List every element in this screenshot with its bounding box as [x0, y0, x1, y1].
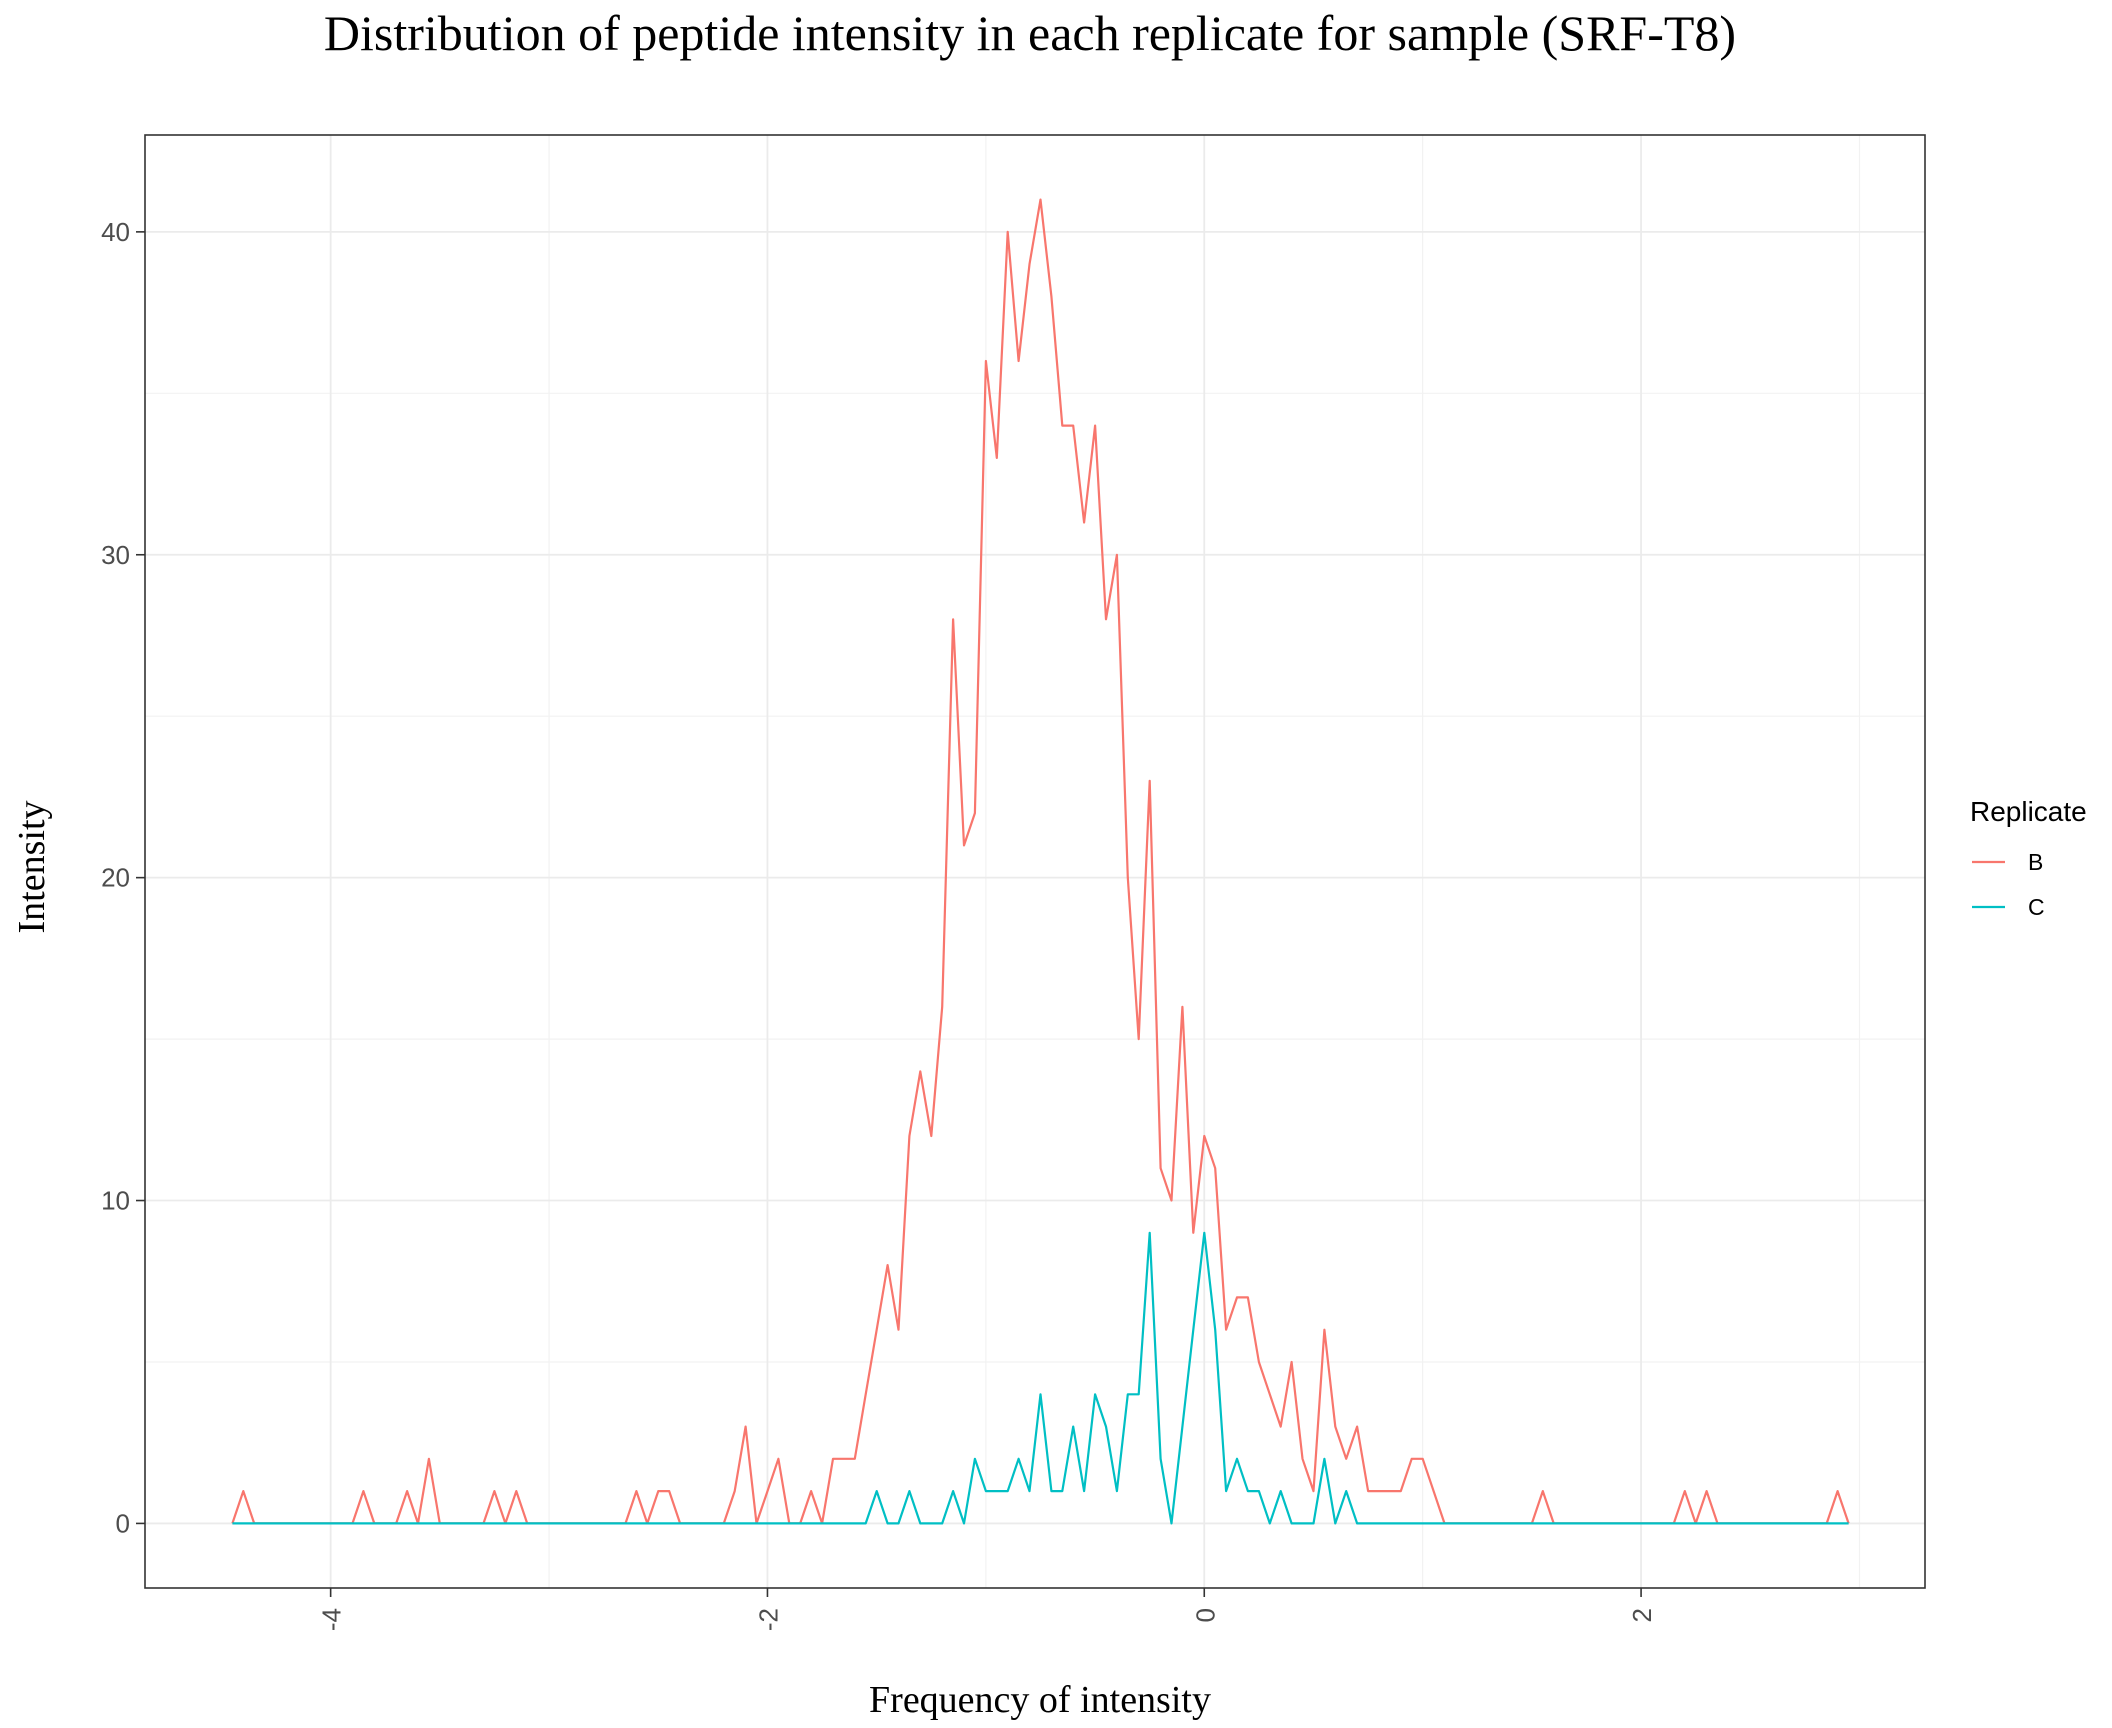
x-tick-label: -2	[753, 1608, 783, 1631]
plot-panel	[144, 134, 1926, 1589]
x-axis-title: Frequency of intensity	[869, 1679, 1211, 1721]
y-tick-label: 40	[101, 217, 130, 247]
series-lines	[231, 198, 1850, 1525]
y-tick-label: 30	[101, 540, 130, 570]
y-axis: 0 10 20 30 40	[101, 217, 145, 1538]
plot-border	[144, 134, 1926, 1589]
y-axis-title: Intensity	[11, 801, 53, 934]
x-tick-label: 0	[1190, 1608, 1220, 1622]
y-tick-label: 0	[116, 1508, 130, 1538]
y-tick-label: 20	[101, 863, 130, 893]
legend: Replicate BC	[1970, 796, 2087, 920]
legend-title: Replicate	[1970, 796, 2087, 827]
plot-background	[145, 135, 1925, 1588]
legend-label-b: B	[2028, 849, 2043, 875]
chart-title: Distribution of peptide intensity in eac…	[324, 5, 1736, 61]
x-tick-label: 2	[1627, 1608, 1657, 1622]
legend-items: BC	[1972, 849, 2045, 920]
series-line-c	[232, 1231, 1849, 1525]
x-axis: -4 -2 0 2	[317, 1588, 1657, 1631]
x-tick-label: -4	[317, 1608, 347, 1631]
legend-label-c: C	[2028, 894, 2045, 920]
y-tick-label: 10	[101, 1186, 130, 1216]
